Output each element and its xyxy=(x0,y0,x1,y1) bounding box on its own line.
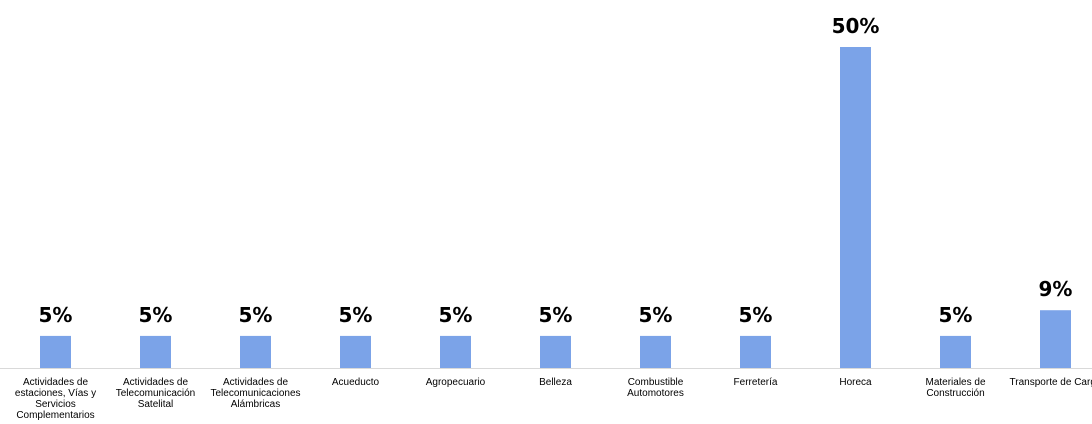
category-label-line: Belleza xyxy=(539,377,572,388)
bar-10 xyxy=(1040,310,1071,368)
category-label-line: Satelital xyxy=(138,399,174,410)
category-label-line: Telecomunicación xyxy=(116,388,196,399)
value-labels-group: 5% 5% 5% 5% 5% 5% 5% 5% 50% 5% 9% xyxy=(39,14,1073,327)
category-labels-group: Actividades de estaciones, Vías y Servicio… xyxy=(15,377,1092,421)
category-label-line: Construcción xyxy=(926,388,984,399)
category-label-6: Combustible Automotores xyxy=(627,377,684,399)
category-label-3: Acueducto xyxy=(332,377,380,388)
category-label-10: Transporte de Carga xyxy=(1010,377,1092,388)
category-label-4: Agropecuario xyxy=(426,377,486,388)
category-label-line: Telecomunicaciones xyxy=(210,388,300,399)
bar-4 xyxy=(440,335,471,368)
bar-2 xyxy=(240,335,271,368)
value-label-8: 50% xyxy=(832,14,880,38)
category-label-5: Belleza xyxy=(539,377,572,388)
value-label-4: 5% xyxy=(439,303,473,327)
value-label-1: 5% xyxy=(139,303,173,327)
value-label-5: 5% xyxy=(539,303,573,327)
bar-3 xyxy=(340,335,371,368)
value-label-6: 5% xyxy=(639,303,673,327)
value-label-3: 5% xyxy=(339,303,373,327)
category-label-line: Agropecuario xyxy=(426,377,486,388)
value-label-0: 5% xyxy=(39,303,73,327)
bar-7 xyxy=(740,335,771,368)
category-label-line: Servicios xyxy=(35,399,76,410)
bar-1 xyxy=(140,335,171,368)
bars-group xyxy=(40,47,1071,368)
bar-6 xyxy=(640,335,671,368)
bar-0 xyxy=(40,335,71,368)
category-label-9: Materiales de Construcción xyxy=(925,377,985,399)
category-label-line: Alámbricas xyxy=(231,399,280,410)
value-label-9: 5% xyxy=(939,303,973,327)
category-label-line: Acueducto xyxy=(332,377,380,388)
category-label-line: Materiales de xyxy=(925,377,985,388)
value-label-7: 5% xyxy=(739,303,773,327)
category-label-line: Actividades de xyxy=(123,377,188,388)
category-label-0: Actividades de estaciones, Vías y Servicio… xyxy=(15,377,96,421)
bar-9 xyxy=(940,335,971,368)
category-label-2: Actividades de Telecomunicaciones Alámbric… xyxy=(210,377,300,410)
category-label-line: Complementarios xyxy=(16,410,94,421)
category-label-line: Automotores xyxy=(627,388,684,399)
category-label-8: Horeca xyxy=(839,377,872,388)
category-label-line: Actividades de xyxy=(23,377,88,388)
value-label-10: 9% xyxy=(1039,277,1073,301)
value-label-2: 5% xyxy=(239,303,273,327)
category-label-1: Actividades de Telecomunicación Satelital xyxy=(116,377,196,410)
category-label-line: Transporte de Carga xyxy=(1010,377,1092,388)
category-label-line: Actividades de xyxy=(223,377,288,388)
category-label-line: Combustible xyxy=(628,377,684,388)
category-label-7: Ferretería xyxy=(734,377,778,388)
bar-8 xyxy=(840,47,871,368)
category-label-line: Ferretería xyxy=(734,377,778,388)
category-label-line: estaciones, Vías y xyxy=(15,388,96,399)
bar-5 xyxy=(540,335,571,368)
category-label-line: Horeca xyxy=(839,377,872,388)
